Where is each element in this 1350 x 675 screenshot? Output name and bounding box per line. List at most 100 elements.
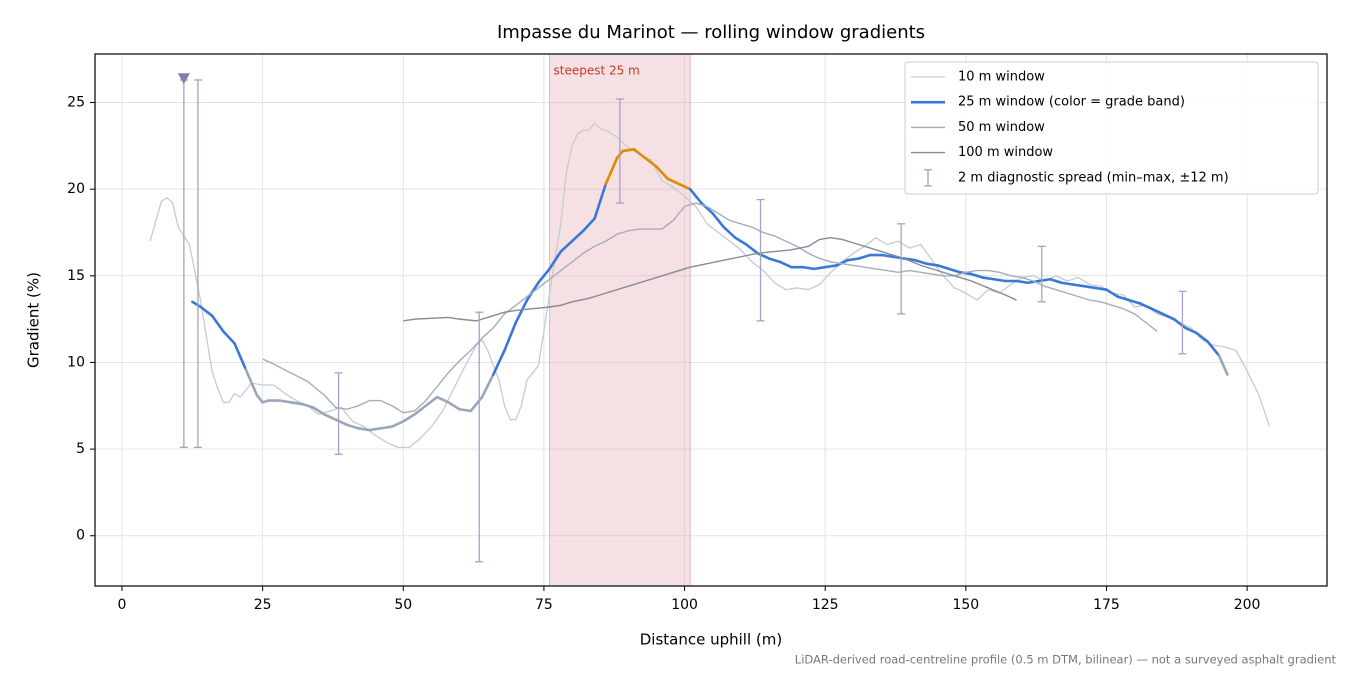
line-segment	[480, 373, 495, 399]
line-segment	[666, 177, 681, 186]
legend-label: 100 m window	[958, 145, 1053, 160]
line-segment	[846, 257, 861, 262]
line-segment	[536, 267, 551, 285]
line-segment	[593, 182, 608, 220]
error-bar	[475, 311, 484, 563]
line-segment	[311, 406, 326, 416]
line-segment	[334, 418, 349, 427]
line-segment	[1195, 331, 1210, 343]
line-segment	[289, 401, 304, 406]
line-segment	[1105, 288, 1120, 298]
plot-frame	[94, 53, 1328, 587]
footnote: LiDAR-derived road-centreline profile (0…	[795, 653, 1337, 667]
line-segment	[958, 271, 973, 276]
line-segment	[981, 276, 996, 281]
line-segment	[379, 425, 394, 430]
line-segment	[191, 300, 203, 309]
x-tick-label: 150	[952, 597, 979, 613]
line-segment	[1060, 281, 1075, 286]
highlight-label: steepest 25 m	[554, 64, 640, 78]
line-segment	[221, 329, 236, 345]
x-tick-label: 200	[1234, 597, 1261, 613]
line-segment	[1138, 302, 1153, 311]
line-segment	[446, 401, 461, 411]
chart-title: Impasse du Marinot — rolling window grad…	[497, 22, 925, 43]
error-bar	[1178, 290, 1187, 355]
peak-marker	[177, 73, 190, 85]
y-tick-label: 0	[76, 528, 85, 544]
error-bar	[756, 198, 765, 322]
line-segment	[1048, 277, 1063, 285]
line-segment	[835, 258, 850, 267]
x-tick-label: 100	[671, 597, 698, 613]
line-segment	[1161, 312, 1176, 321]
line-segment	[857, 253, 872, 260]
legend-label: 10 m window	[958, 70, 1045, 85]
line-segment	[413, 404, 428, 416]
line-segment	[767, 257, 782, 264]
line-segment	[503, 321, 518, 352]
line-segment	[244, 368, 259, 397]
x-axis-label: Distance uphill (m)	[640, 631, 782, 649]
y-tick-label: 10	[67, 354, 85, 370]
line-segment	[548, 250, 563, 271]
line-segment	[1071, 283, 1086, 288]
y-axis-label: Gradient (%)	[25, 272, 43, 368]
legend-box	[904, 61, 1319, 195]
line-segment	[458, 407, 473, 413]
line-segment	[992, 277, 1007, 283]
line-segment	[424, 395, 439, 408]
line-segment	[323, 413, 338, 421]
line-segment	[970, 272, 985, 279]
line-segment	[491, 349, 506, 376]
line-segment	[1127, 298, 1142, 305]
x-tick-label: 125	[812, 597, 839, 613]
legend-label: 25 m window (color = grade band)	[958, 95, 1185, 110]
line-segment	[745, 243, 759, 255]
line-segment	[368, 427, 383, 432]
x-tick-label: 50	[394, 597, 412, 613]
line-segment	[255, 394, 264, 404]
line-segment	[1026, 279, 1041, 285]
error-bar	[1037, 245, 1046, 303]
line-segment	[756, 251, 771, 260]
line-segment	[401, 413, 416, 423]
line-segment	[469, 395, 484, 413]
line-segment	[947, 267, 962, 274]
line-segment	[823, 264, 838, 269]
line-segment	[581, 217, 596, 233]
x-tick-label: 25	[254, 597, 272, 613]
y-tick-label: 5	[76, 441, 85, 457]
error-bar	[897, 223, 906, 315]
series-line	[262, 202, 1158, 414]
line-segment	[722, 225, 737, 239]
line-segment	[1037, 277, 1052, 283]
error-bar	[179, 79, 188, 449]
x-tick-label: 175	[1093, 597, 1120, 613]
line-segment	[435, 395, 450, 404]
line-segment	[632, 148, 647, 160]
line-segment	[801, 265, 816, 271]
series-line	[403, 236, 1017, 322]
line-segment	[604, 156, 619, 186]
y-tick-label: 20	[67, 181, 85, 197]
line-segment	[655, 165, 669, 181]
line-segment	[1183, 326, 1198, 335]
line-segment	[778, 260, 793, 269]
line-segment	[733, 236, 748, 246]
line-segment	[688, 187, 703, 205]
line-segment	[1116, 295, 1131, 302]
line-segment	[1093, 286, 1108, 291]
x-tick-label: 0	[118, 597, 127, 613]
line-segment	[199, 305, 214, 317]
line-segment	[1217, 354, 1229, 376]
line-segment	[880, 253, 895, 259]
line-segment	[1206, 340, 1221, 357]
line-segment	[1150, 307, 1165, 316]
line-segment	[514, 298, 529, 324]
line-segment	[643, 156, 658, 168]
error-bar	[615, 98, 624, 204]
line-segment	[570, 229, 585, 243]
legend-label: 2 m diagnostic spread (min–max, ±12 m)	[958, 170, 1229, 185]
